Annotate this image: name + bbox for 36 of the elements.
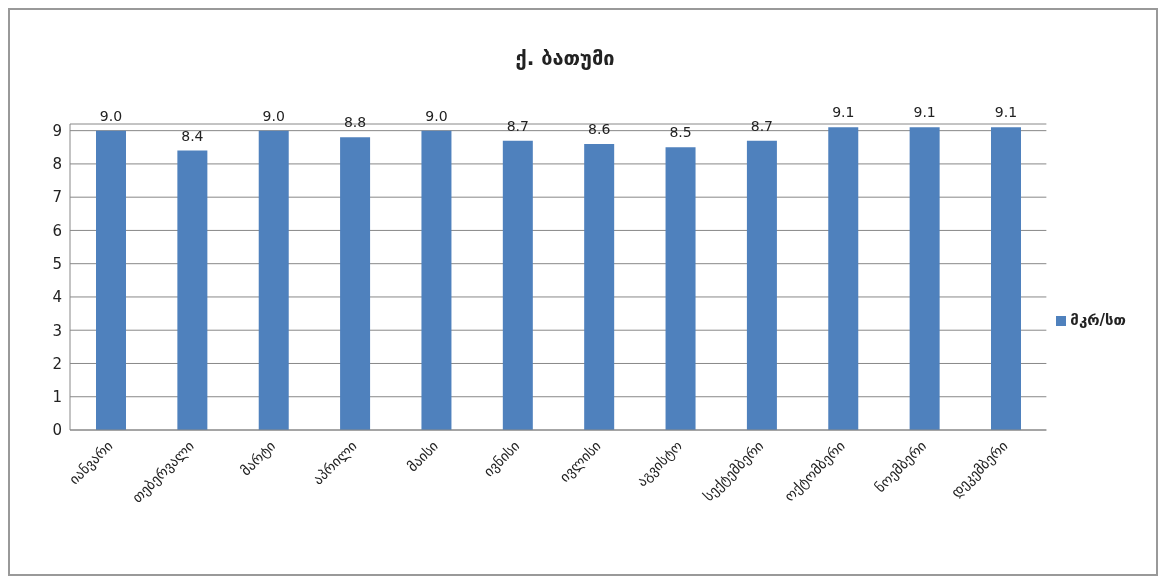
data-label: 8.7 — [506, 117, 529, 134]
bar — [991, 127, 1021, 430]
bar — [828, 127, 859, 430]
y-tick-label: 9 — [52, 121, 62, 140]
y-tick-label: 6 — [52, 221, 62, 240]
data-label: 9.1 — [832, 104, 855, 121]
data-label: 9.1 — [994, 104, 1018, 121]
bar — [421, 130, 452, 430]
bar — [177, 150, 208, 430]
y-tick-label: 2 — [52, 354, 62, 373]
bar — [96, 130, 126, 430]
legend-label: მკრ/სთ — [1070, 311, 1126, 329]
bar — [258, 130, 289, 430]
data-label: 9.0 — [262, 107, 285, 124]
bar — [340, 137, 371, 430]
data-label: 9.1 — [913, 104, 936, 121]
y-tick-label: 1 — [52, 388, 62, 407]
bar — [909, 127, 940, 430]
bar — [746, 140, 777, 430]
bar — [665, 147, 696, 430]
y-tick-label: 8 — [52, 155, 62, 174]
bar — [584, 143, 615, 430]
bar — [502, 140, 533, 430]
data-label: 8.6 — [588, 120, 611, 137]
y-tick-label: 4 — [52, 288, 62, 307]
data-label: 8.7 — [750, 117, 774, 134]
y-tick-label: 5 — [52, 255, 62, 274]
data-label: 8.4 — [181, 127, 204, 144]
chart-title: ქ. ბათუმი — [514, 46, 616, 70]
data-label: 8.5 — [669, 124, 692, 141]
y-tick-label: 7 — [52, 188, 62, 207]
y-tick-label: 3 — [52, 321, 62, 340]
data-label: 9.0 — [425, 107, 448, 124]
y-tick-label: 0 — [52, 421, 62, 440]
data-label: 8.8 — [343, 114, 367, 131]
data-label: 9.0 — [99, 107, 123, 124]
